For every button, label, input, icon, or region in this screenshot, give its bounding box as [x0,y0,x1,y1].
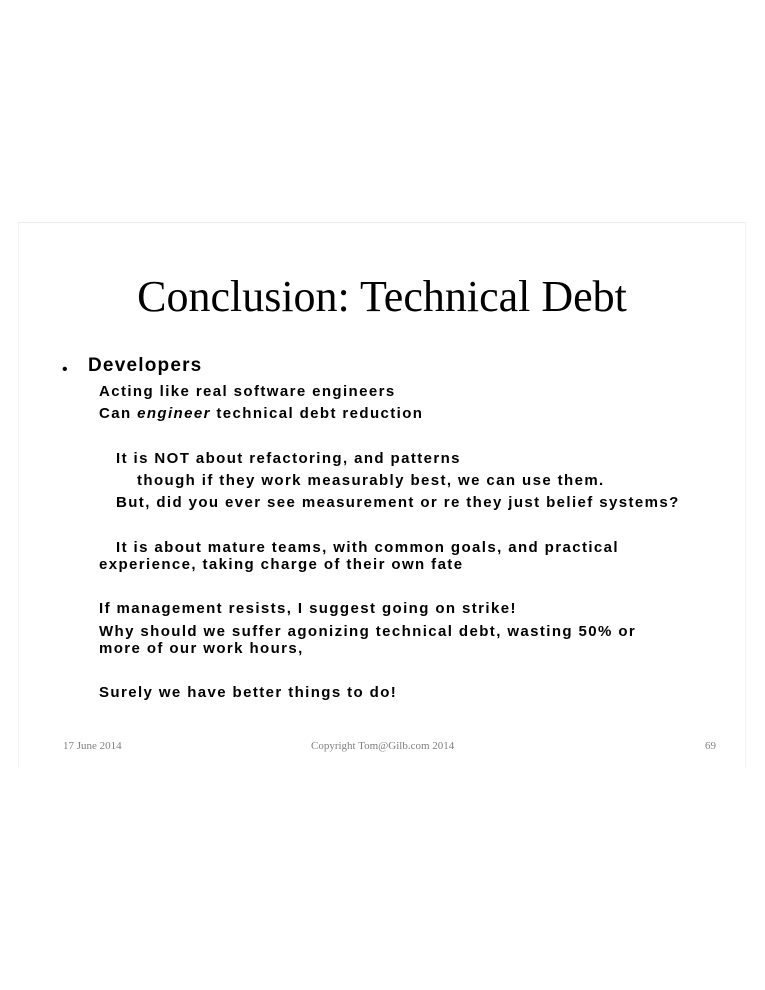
line-can-engineer: Can engineer technical debt reduction [99,405,423,422]
footer-date: 17 June 2014 [63,740,122,752]
line-not-refactoring: It is NOT about refactoring, and pattern… [116,450,461,467]
line-but: But, did you ever see measurement or re … [116,494,680,511]
line-why-2: more of our work hours, [99,640,304,657]
line-can-suffix: technical debt reduction [210,405,424,422]
bullet-dot: • [62,361,68,378]
bullet-heading: Developers [88,355,203,376]
line-why-1: Why should we suffer agonizing technical… [99,623,637,640]
line-acting: Acting like real software engineers [99,383,396,400]
footer-copyright: Copyright Tom@Gilb.com 2014 [311,740,455,752]
line-mature-2: experience, taking charge of their own f… [99,556,464,573]
line-can-italic: engineer [137,405,211,422]
line-though: though if they work measurably best, we … [137,472,605,489]
line-mature-1: It is about mature teams, with common go… [116,539,619,556]
slide-title: Conclusion: Technical Debt [137,272,627,321]
slide: Conclusion: Technical Debt • Developers … [18,222,746,768]
line-strike: If management resists, I suggest going o… [99,600,517,617]
footer-page-number: 69 [705,740,716,752]
line-can-prefix: Can [99,405,138,422]
line-surely: Surely we have better things to do! [99,684,398,701]
